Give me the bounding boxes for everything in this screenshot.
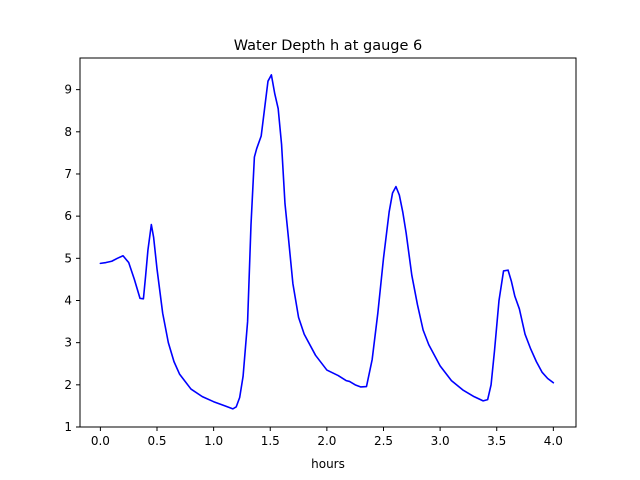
x-axis: 0.0 0.5 1.0 1.5 2.0 2.5 3.0 3.5 4.0 <box>91 427 563 448</box>
x-tick-label: 3.0 <box>431 434 450 448</box>
y-tick-label: 3 <box>64 336 72 350</box>
x-tick-label: 1.0 <box>204 434 223 448</box>
y-tick-label: 6 <box>64 209 72 223</box>
x-tick-label: 2.5 <box>374 434 393 448</box>
y-tick-label: 7 <box>64 167 72 181</box>
x-tick-label: 3.5 <box>487 434 506 448</box>
y-tick-label: 2 <box>64 378 72 392</box>
y-tick-label: 9 <box>64 83 72 97</box>
x-axis-label: hours <box>311 457 345 471</box>
x-tick-label: 4.0 <box>544 434 563 448</box>
x-tick-label: 0.0 <box>91 434 110 448</box>
y-axis: 1 2 3 4 5 6 7 8 9 <box>64 83 80 434</box>
y-tick-label: 8 <box>64 125 72 139</box>
series-line-0 <box>99 74 555 410</box>
axes-frame <box>79 57 577 428</box>
x-tick-label: 0.5 <box>147 434 166 448</box>
y-tick-label: 4 <box>64 293 72 307</box>
plot-area <box>79 57 577 428</box>
x-tick-label: 1.5 <box>261 434 280 448</box>
chart-title: Water Depth h at gauge 6 <box>234 38 422 54</box>
y-tick-label: 1 <box>64 420 72 434</box>
y-tick-label: 5 <box>64 251 72 265</box>
x-tick-label: 2.0 <box>317 434 336 448</box>
